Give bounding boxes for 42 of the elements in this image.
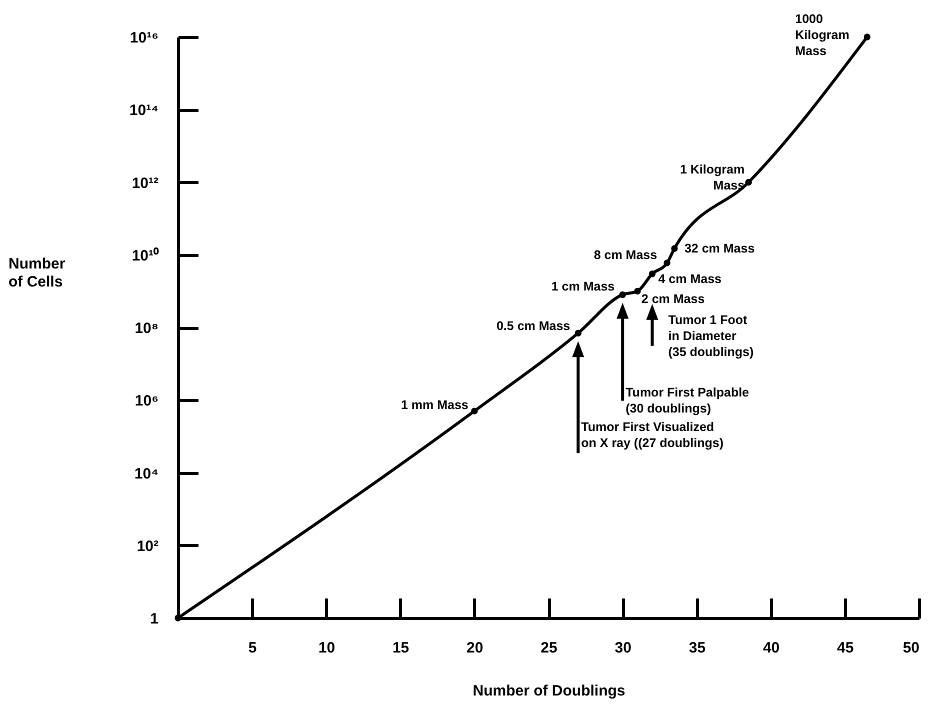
point <box>648 270 656 278</box>
x-tick-label: 30 <box>614 640 632 656</box>
x-tick-label: 20 <box>466 640 484 656</box>
annotation: 0.5 cm Mass <box>496 319 570 334</box>
y-tick-label: 10⁸ <box>134 320 158 337</box>
point <box>634 288 641 295</box>
x-tick-label: 25 <box>540 640 558 656</box>
point <box>619 291 626 298</box>
y-tick-label: 1 <box>150 610 158 628</box>
x-tick-label: 15 <box>392 640 410 656</box>
point <box>864 34 870 40</box>
annotation: 1000 Kilogram Mass <box>795 12 850 58</box>
y-tick-label: 10⁴ <box>134 465 158 482</box>
x-tick-label: 50 <box>902 640 920 656</box>
point <box>664 260 670 266</box>
y-axis-title: Number of Cells <box>8 256 66 290</box>
annotation: 8 cm Mass <box>594 248 658 262</box>
x-tick-label: 45 <box>837 640 854 656</box>
y-tick-label: 10¹⁶ <box>130 30 158 46</box>
annotation: 1 cm Mass <box>551 280 615 294</box>
x-tick-label: 35 <box>688 640 706 656</box>
y-tick-label: 10¹⁰ <box>132 246 160 264</box>
annotation: 32 cm Mass <box>684 241 755 256</box>
y-tick-label: 10² <box>136 538 158 555</box>
x-axis-title: Number of Doublings <box>472 682 626 700</box>
annotation: 4 cm Mass <box>658 272 722 286</box>
y-tick-label: 10¹⁴ <box>129 102 158 120</box>
x-tick-label: 10 <box>318 640 336 656</box>
y-tick-label: 10¹² <box>132 174 158 192</box>
annotation: Tumor First Visualized on X ray ((27 doublings) <box>581 420 724 450</box>
y-tick-label: 10⁶ <box>134 392 158 410</box>
point <box>471 408 478 414</box>
annotation: 2 cm Mass <box>641 292 705 306</box>
point <box>574 330 582 336</box>
x-tick-label: 40 <box>762 640 780 656</box>
x-tick-label: 5 <box>248 640 257 656</box>
annotation: Tumor 1 Foot in Diameter (35 doublings) <box>668 312 754 359</box>
point <box>174 614 182 622</box>
annotation: 1 mm Mass <box>400 398 468 412</box>
point <box>671 245 678 252</box>
annotation: Tumor First Palpable (30 doublings) <box>626 386 750 416</box>
point <box>745 178 752 186</box>
